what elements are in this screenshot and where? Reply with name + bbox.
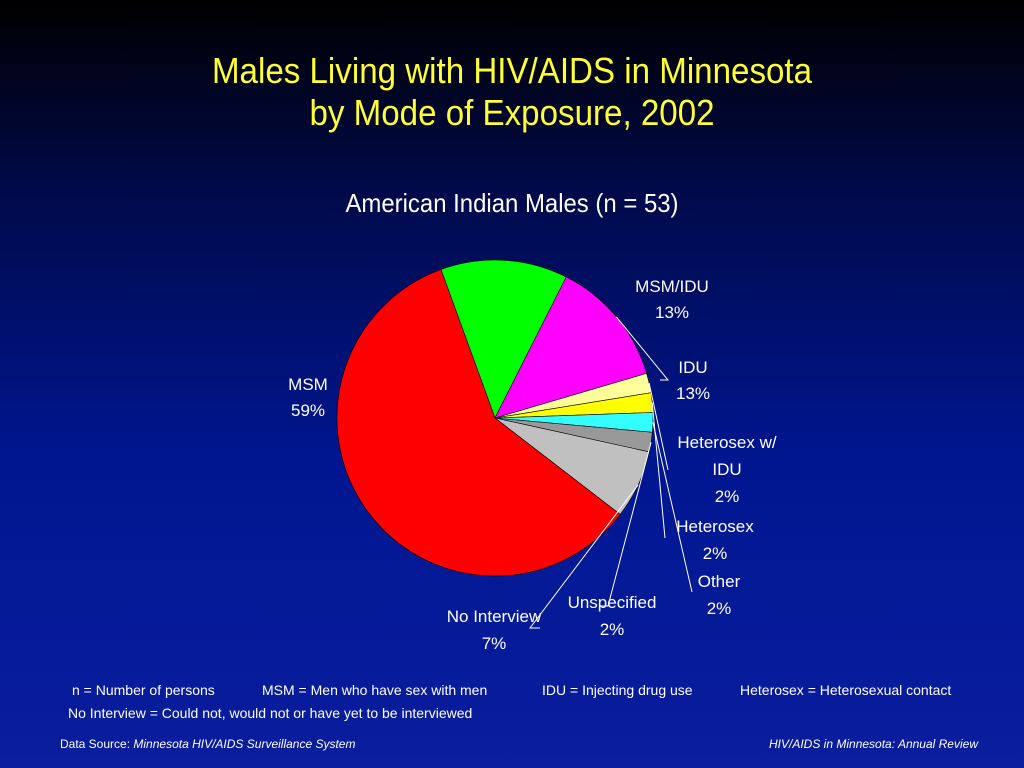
leader-line-heterosex-w-idu	[648, 382, 669, 471]
slice-name-msm: MSM	[288, 375, 328, 394]
chart-title-line-1: Males Living with HIV/AIDS in Minnesota	[211, 50, 813, 91]
legend-heterosex: Heterosex = Heterosexual contact	[740, 682, 952, 698]
slice-percent-no-interview: 7%	[482, 634, 507, 653]
legend-msm: MSM = Men who have sex with men	[262, 682, 488, 698]
slice-percent-idu: 13%	[676, 384, 710, 403]
legend-no-interview: No Interview = Could not, would not or h…	[68, 705, 473, 721]
data-source-name: Minnesota HIV/AIDS Surveillance System	[133, 737, 356, 751]
legend-n: n = Number of persons	[72, 682, 215, 698]
leader-line-idu	[616, 316, 670, 381]
slice-label-heterosex: Heterosex 2%	[676, 517, 754, 563]
leader-line-other	[652, 422, 693, 593]
slice-percent-heterosex-w-idu: 2%	[715, 487, 740, 506]
leader-line-heterosex	[651, 402, 666, 539]
slice-percent-unspecified: 2%	[600, 620, 625, 639]
slice-name-msm-idu: MSM/IDU	[635, 277, 709, 296]
chart-subtitle: American Indian Males (n = 53)	[345, 188, 679, 218]
leader-line-no-interview	[528, 484, 639, 629]
slice-name-unspecified: Unspecified	[568, 593, 657, 612]
slice-name-heterosex-w-idu: IDU	[712, 460, 741, 479]
slice-label-idu: IDU 13%	[676, 358, 710, 403]
slice-label-msm: MSM 59%	[288, 375, 328, 420]
slice-label-heterosex-w-idu: Heterosex w/IDU 2%	[677, 433, 776, 506]
slice-percent-msm: 59%	[291, 401, 325, 420]
pie-slice-msm	[336, 269, 621, 577]
chart-title-line-2: by Mode of Exposure, 2002	[309, 92, 715, 133]
leader-line-unspecified	[600, 442, 652, 607]
data-source: Data Source: Minnesota HIV/AIDS Surveill…	[60, 737, 355, 751]
legend-idu: IDU = Injecting drug use	[542, 682, 693, 698]
pie-slice-idu	[494, 276, 647, 419]
slice-percent-heterosex: 2%	[703, 544, 728, 563]
slice-name-heterosex: Heterosex	[676, 517, 754, 536]
report-title-text: HIV/AIDS in Minnesota: Annual Review	[769, 737, 978, 751]
slice-label-msm-idu: MSM/IDU 13%	[635, 277, 709, 322]
report-title: HIV/AIDS in Minnesota: Annual Review	[769, 737, 978, 751]
slice-percent-other: 2%	[707, 599, 732, 618]
slice-label-other: Other 2%	[698, 572, 741, 618]
slice-label-no-interview: No Interview 7%	[447, 607, 542, 653]
slice-percent-msm-idu: 13%	[655, 303, 689, 322]
data-source-label: Data Source:	[60, 737, 131, 751]
slice-label-unspecified: Unspecified 2%	[568, 593, 657, 639]
pie-slice-msm-idu	[440, 259, 567, 419]
slice-name-idu: IDU	[678, 358, 707, 377]
slice-name-heterosex-w-idu: Heterosex w/	[677, 433, 776, 452]
slice-name-no-interview: No Interview	[447, 607, 542, 626]
slice-name-other: Other	[698, 572, 741, 591]
chart-title: Males Living with HIV/AIDS in Minnesota …	[41, 50, 983, 134]
